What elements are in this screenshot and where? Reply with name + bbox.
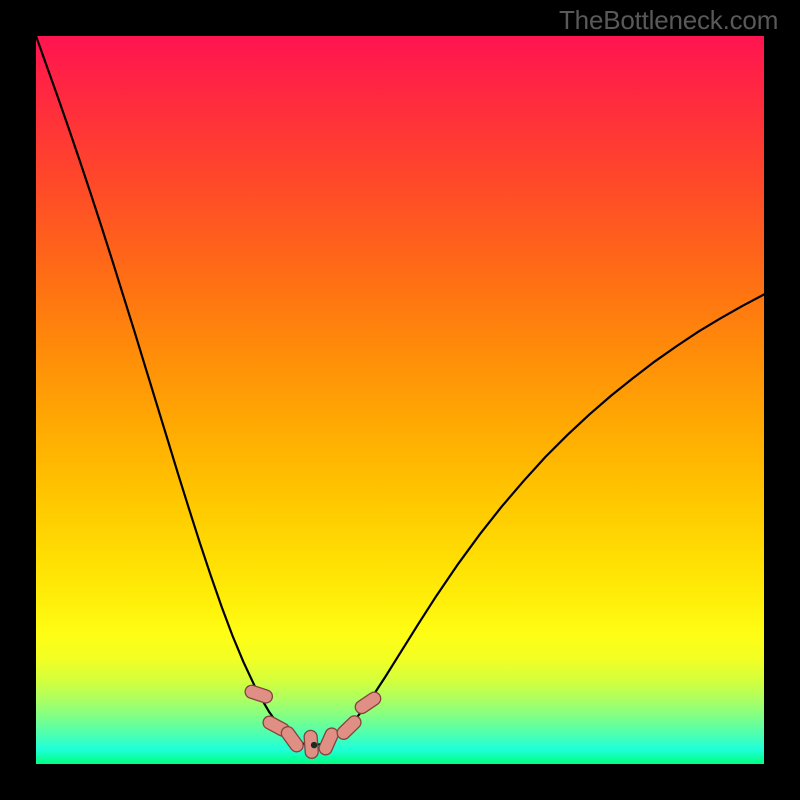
plot-area [36, 36, 764, 764]
gradient-background [36, 36, 764, 764]
watermark-text: TheBottleneck.com [559, 5, 778, 36]
